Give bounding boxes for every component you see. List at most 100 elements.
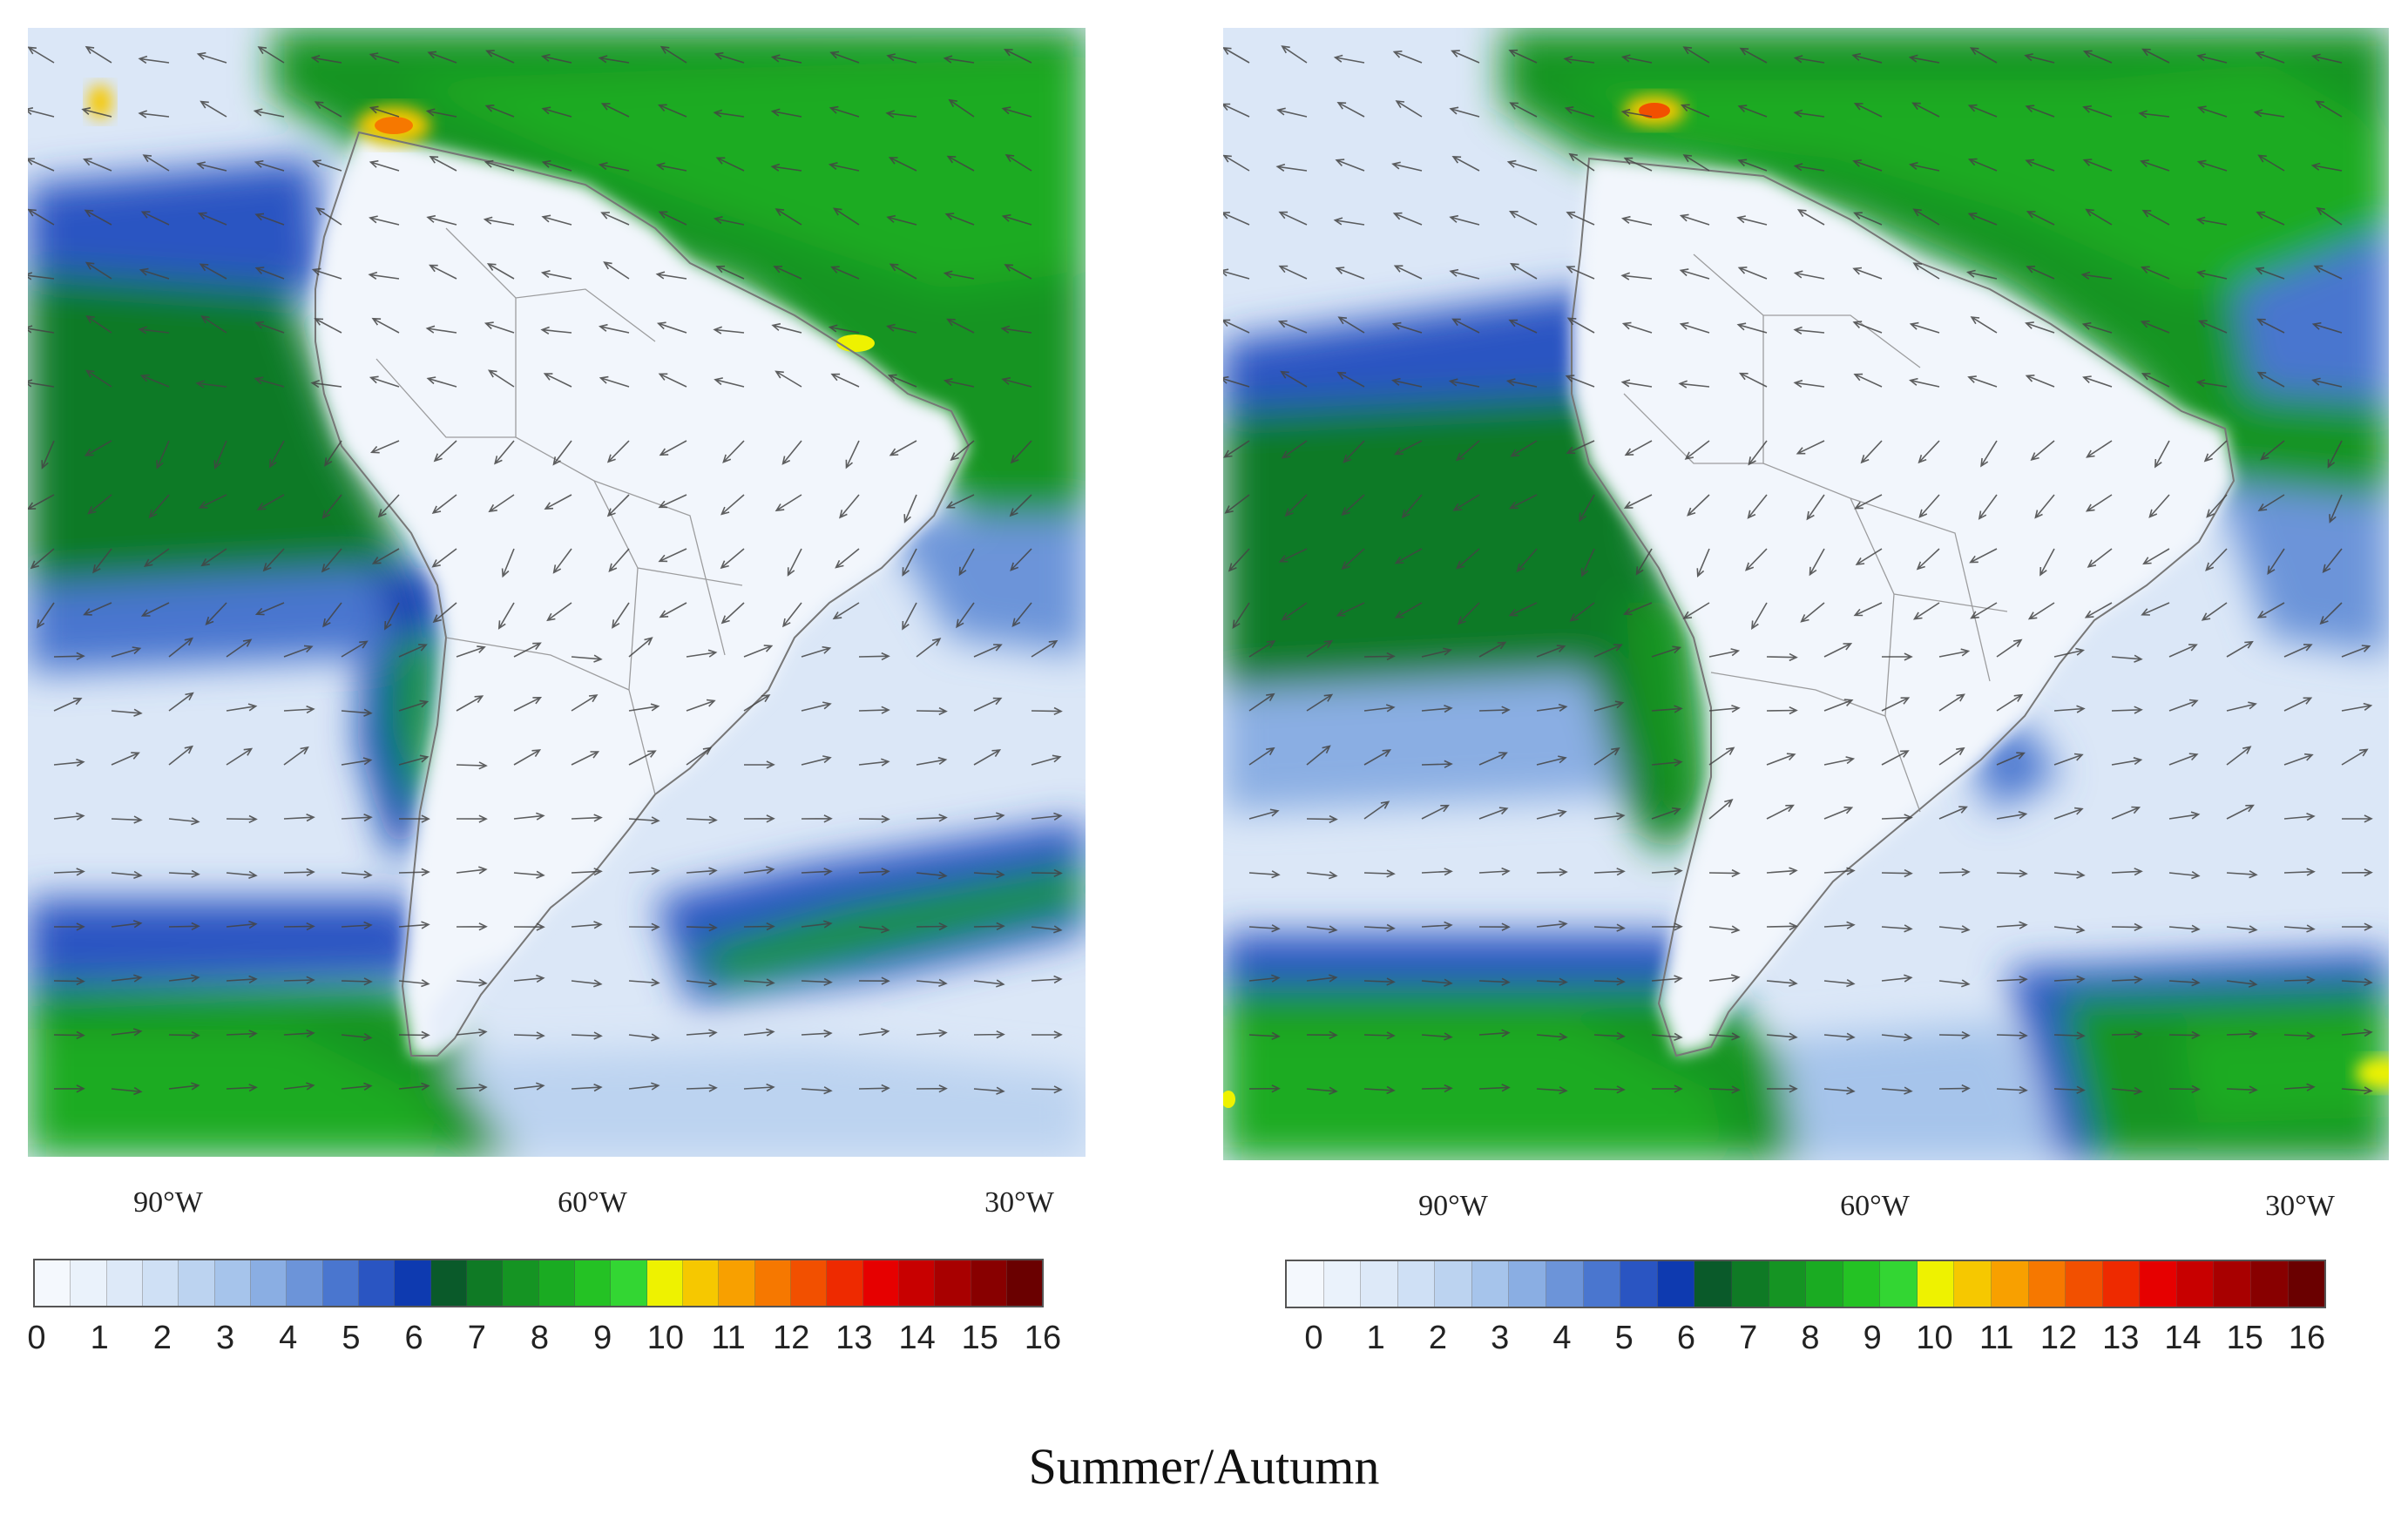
wind-vector-arrow xyxy=(433,440,457,463)
wind-vector-arrow xyxy=(1708,648,1741,658)
wind-vector-arrow xyxy=(540,270,572,280)
wind-vector-arrow xyxy=(1223,375,1250,388)
wind-vector-arrow xyxy=(686,923,718,932)
wind-vector-arrow xyxy=(2206,494,2228,518)
wind-vector-arrow xyxy=(1938,1084,1971,1093)
wind-vector-arrow xyxy=(1916,548,1940,571)
wind-vector-arrow xyxy=(369,159,400,172)
wind-vector-arrow xyxy=(283,922,315,931)
wind-vector-arrow xyxy=(1566,266,1595,280)
wind-vector-arrow xyxy=(1766,706,1798,715)
wind-vector-arrow xyxy=(456,1083,488,1092)
wind-vector-arrow xyxy=(1003,49,1032,64)
wind-vector-arrow xyxy=(283,1029,315,1037)
wind-vector-arrow xyxy=(2226,1030,2258,1038)
colorbar-cell xyxy=(106,1260,143,1306)
wind-vector-arrow xyxy=(1793,109,1825,118)
wind-vector-arrow xyxy=(456,645,486,658)
wind-vector-arrow xyxy=(324,440,342,467)
wind-vector-arrow xyxy=(1938,693,1965,712)
wind-vector-arrow xyxy=(973,1086,1005,1095)
wind-vector-arrow xyxy=(85,261,112,280)
wind-vector-arrow xyxy=(902,548,917,577)
wind-vector-arrow xyxy=(494,440,515,465)
wind-vector-arrow xyxy=(973,979,1005,988)
wind-vector-arrow xyxy=(770,163,802,172)
wind-vector-arrow xyxy=(2283,1031,2316,1040)
wind-vector-arrow xyxy=(53,758,85,767)
wind-vector-arrow xyxy=(196,161,227,172)
wind-vector-arrow xyxy=(1455,440,1480,462)
wind-vector-arrow xyxy=(1651,975,1683,983)
wind-vector-arrow xyxy=(903,494,917,524)
wind-vector-arrow xyxy=(1000,325,1032,334)
wind-vector-arrow xyxy=(858,1028,890,1037)
wind-vector-arrow xyxy=(2313,265,2343,280)
wind-vector-arrow xyxy=(1281,45,1308,64)
wind-vector-arrow xyxy=(1996,975,2028,984)
wind-vector-arrow xyxy=(943,55,975,64)
colorbar-cell xyxy=(1471,1261,1510,1307)
wind-vector-arrow xyxy=(1248,1084,1281,1093)
wind-vector-arrow xyxy=(1223,103,1250,118)
wind-vector-arrow xyxy=(945,494,975,509)
wind-vector-arrow xyxy=(513,1031,545,1040)
wind-vector-arrow xyxy=(1912,602,1940,620)
wind-vector-arrow xyxy=(138,326,170,334)
wind-vector-arrow xyxy=(1248,924,1281,933)
wind-vector-arrow xyxy=(1333,217,1365,226)
wind-vector-arrow xyxy=(81,107,112,118)
wind-vector-arrow xyxy=(713,326,745,334)
wind-vector-arrow xyxy=(484,105,515,118)
wind-vector-arrow xyxy=(1881,974,1913,983)
wind-vector-arrow xyxy=(1566,317,1595,334)
wind-vector-arrow xyxy=(714,51,745,64)
wind-vector-arrow xyxy=(1853,602,1883,617)
wind-vector-arrow xyxy=(1623,494,1653,509)
wind-vector-arrow xyxy=(1996,811,2028,820)
wind-vector-arrow xyxy=(713,216,745,226)
wind-vector-arrow xyxy=(2053,870,2086,879)
colorbar-tick-label: 4 xyxy=(1552,1320,1572,1356)
wind-vector-arrow xyxy=(973,922,1005,931)
wind-vector-arrow xyxy=(283,813,315,822)
wind-vector-arrow xyxy=(1823,1032,1856,1041)
colorbar-cell xyxy=(1991,1261,2029,1307)
wind-vector-arrow xyxy=(2255,51,2285,64)
colorbar-cell xyxy=(1287,1261,1324,1307)
wind-vector-arrow xyxy=(1536,645,1566,658)
wind-vector-arrow xyxy=(497,602,515,630)
wind-vector-arrow xyxy=(195,380,227,388)
wind-vector-arrow xyxy=(628,1082,660,1091)
colorbar-cell xyxy=(287,1260,323,1306)
wind-vector-arrow xyxy=(1978,494,1998,520)
wind-vector-arrow xyxy=(1564,106,1595,118)
wind-vector-arrow xyxy=(2025,105,2055,118)
wind-map-right xyxy=(1223,28,2389,1160)
wind-vector-arrow xyxy=(1449,214,1480,226)
wind-vector-arrow xyxy=(2111,757,2143,766)
wind-vector-arrow xyxy=(283,1082,315,1091)
wind-vector-arrow xyxy=(958,548,975,577)
figure-caption: Summer/Autumn xyxy=(1028,1438,1380,1495)
wind-vector-arrow xyxy=(2025,375,2055,388)
wind-vector-arrow xyxy=(1395,100,1423,118)
wind-vector-arrow xyxy=(858,925,890,934)
wind-vector-arrow xyxy=(552,548,572,574)
wind-vector-arrow xyxy=(944,213,975,226)
wind-vector-arrow xyxy=(973,1030,1005,1039)
wind-vector-arrow xyxy=(139,374,170,388)
wind-vector-arrow xyxy=(1010,440,1032,464)
wind-vector-arrow xyxy=(658,494,687,509)
wind-vector-arrow xyxy=(1004,264,1032,280)
wind-vector-arrow xyxy=(1478,1084,1511,1092)
wind-vector-arrow xyxy=(839,494,860,519)
wind-vector-arrow xyxy=(655,162,687,172)
wind-vector-arrow xyxy=(686,815,718,824)
wind-vector-arrow xyxy=(1536,809,1567,820)
wind-vector-arrow xyxy=(1335,159,1365,172)
colorbar-cell xyxy=(1657,1261,1695,1307)
wind-vector-arrow xyxy=(2141,602,2170,616)
wind-vector-arrow xyxy=(2341,977,2373,987)
wind-vector-arrow xyxy=(321,548,342,573)
